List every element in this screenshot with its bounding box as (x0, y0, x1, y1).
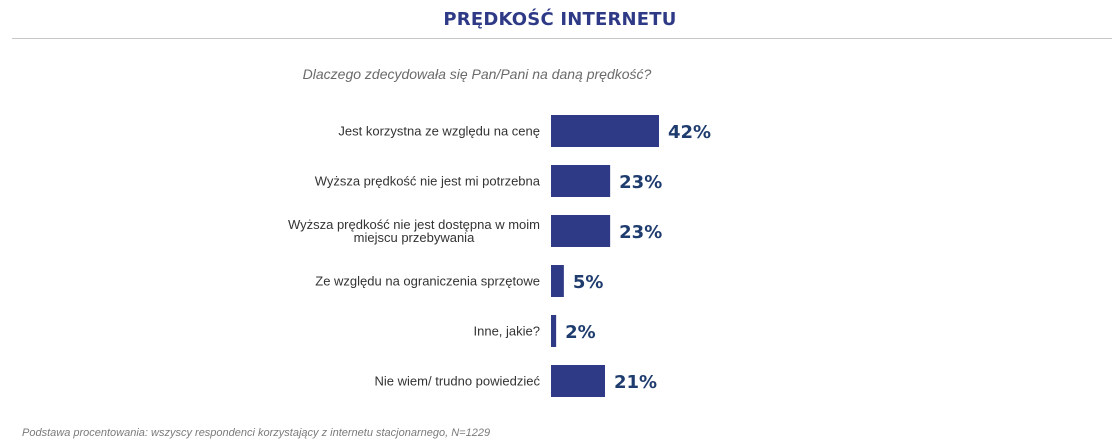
category-label-2: Wyższa prędkość nie jest dostępna w moim… (288, 217, 540, 245)
value-label-2: 23% (619, 222, 662, 243)
page-title: PRĘDKOŚĆ INTERNETU (443, 9, 677, 30)
bar-2 (551, 215, 611, 247)
bar-1 (551, 165, 611, 197)
bar-5 (551, 365, 605, 397)
value-label-1: 23% (619, 172, 662, 193)
category-label-4: Inne, jakie? (474, 324, 541, 339)
value-label-5: 21% (614, 372, 657, 393)
survey-question: Dlaczego zdecydowała się Pan/Pani na dan… (302, 66, 652, 82)
base-footnote: Podstawa procentowania: wszyscy responde… (22, 427, 491, 439)
bar-0 (551, 115, 659, 147)
category-label-0: Jest korzystna ze względu na cenę (338, 124, 540, 139)
value-label-3: 5% (573, 272, 604, 293)
bar-4 (551, 315, 557, 347)
category-label-1: Wyższa prędkość nie jest mi potrzebna (315, 174, 541, 189)
value-label-0: 42% (668, 122, 711, 143)
title-divider (12, 38, 1112, 39)
value-label-4: 2% (565, 322, 596, 343)
category-label-5: Nie wiem/ trudno powiedzieć (375, 374, 541, 389)
bar-3 (551, 265, 564, 297)
category-label-3: Ze względu na ograniczenia sprzętowe (315, 274, 540, 289)
